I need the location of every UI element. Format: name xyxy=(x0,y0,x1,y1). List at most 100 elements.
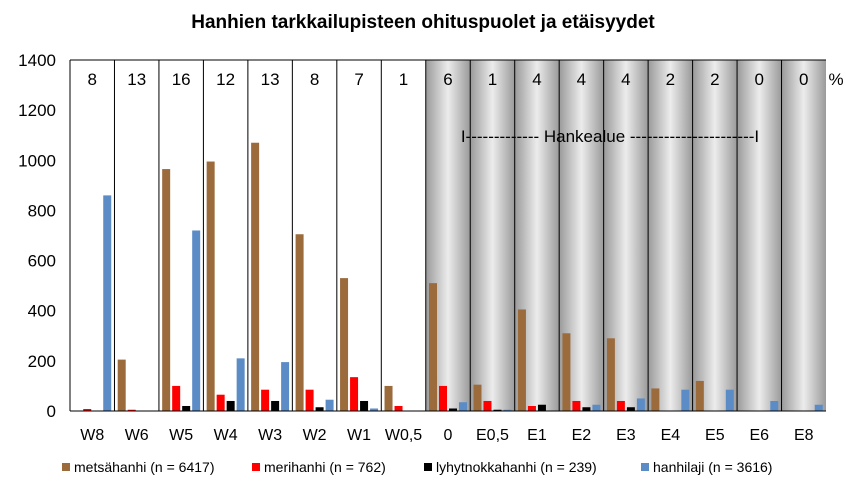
percentage-label: 6 xyxy=(443,70,452,89)
percentage-label: 13 xyxy=(127,70,146,89)
bar-E4-series-0 xyxy=(651,388,660,411)
x-tick-label: E2 xyxy=(572,427,592,444)
bar-W6-series-1 xyxy=(127,409,136,411)
percentage-label: 4 xyxy=(577,70,586,89)
bar-E2-series-0 xyxy=(562,333,571,411)
x-tick-label: E5 xyxy=(705,427,725,444)
x-tick-label: E0,5 xyxy=(476,427,509,444)
project-area-label: I------------- Hankealue ---------------… xyxy=(461,127,759,146)
legend-label-3: hanhilaji (n = 3616) xyxy=(653,459,772,475)
y-tick-label: 1400 xyxy=(18,51,56,70)
bar-W3-series-2 xyxy=(271,400,280,411)
bar-W5-series-1 xyxy=(172,385,181,411)
bar-W5-series-2 xyxy=(182,405,191,411)
legend-swatch-3 xyxy=(641,463,649,471)
legend-swatch-1 xyxy=(252,463,260,471)
project-area-shade xyxy=(737,60,782,411)
bar-W0,5-series-1 xyxy=(394,405,403,411)
x-tick-label: W8 xyxy=(80,427,104,444)
bar-E1-series-0 xyxy=(517,309,526,411)
bar-0-series-0 xyxy=(429,283,437,411)
project-area-shade xyxy=(781,60,826,411)
bar-E2-series-1 xyxy=(572,400,581,411)
bar-E2-series-3 xyxy=(592,404,601,411)
percentage-label: 4 xyxy=(621,70,630,89)
percentage-label: 13 xyxy=(261,70,280,89)
x-tick-label: E1 xyxy=(527,427,547,444)
bar-W4-series-0 xyxy=(206,161,215,411)
percentage-label: 7 xyxy=(354,70,363,89)
bar-W1-series-3 xyxy=(370,408,379,411)
x-tick-label: W4 xyxy=(214,427,238,444)
x-tick-label: E3 xyxy=(616,427,636,444)
legend-swatch-0 xyxy=(62,463,70,471)
x-tick-label: W5 xyxy=(169,427,193,444)
bar-W6-series-0 xyxy=(117,359,126,411)
legend-label-1: merihanhi (n = 762) xyxy=(264,459,386,475)
percentage-label: 0 xyxy=(755,70,764,89)
project-area-shade xyxy=(648,60,693,411)
percentage-label: 8 xyxy=(88,70,97,89)
bar-E2-series-2 xyxy=(582,407,591,411)
bar-W3-series-0 xyxy=(251,142,260,411)
y-tick-label: 1200 xyxy=(18,101,56,120)
bar-W4-series-2 xyxy=(226,400,235,411)
x-tick-label: W2 xyxy=(303,427,327,444)
chart-title: Hanhien tarkkailupisteen ohituspuolet ja… xyxy=(191,12,655,33)
legend-label-2: lyhytnokkahanhi (n = 239) xyxy=(436,459,597,475)
percent-symbol: % xyxy=(828,70,843,89)
percentage-label: 12 xyxy=(216,70,235,89)
bar-E3-series-2 xyxy=(626,407,635,411)
bar-E0,5-series-3 xyxy=(503,409,512,411)
bar-W5-series-0 xyxy=(162,169,171,411)
x-tick-label: E4 xyxy=(661,427,681,444)
percentage-label: 2 xyxy=(710,70,719,89)
bar-W1-series-0 xyxy=(340,278,349,411)
bar-W2-series-2 xyxy=(315,407,324,411)
bar-W8-series-3 xyxy=(103,195,112,411)
legend-label-0: metsähanhi (n = 6417) xyxy=(74,459,214,475)
bar-E6-series-3 xyxy=(770,400,779,411)
bar-E1-series-2 xyxy=(537,404,546,411)
bar-W4-series-3 xyxy=(236,358,245,411)
bar-W3-series-3 xyxy=(281,362,290,411)
x-tick-label: W1 xyxy=(347,427,371,444)
bar-0-series-3 xyxy=(459,402,467,411)
y-tick-label: 200 xyxy=(28,352,56,371)
percentage-label: 1 xyxy=(488,70,497,89)
percentage-label: 2 xyxy=(666,70,675,89)
bar-W3-series-1 xyxy=(261,389,270,411)
bar-E5-series-0 xyxy=(695,380,704,411)
percentage-label: 16 xyxy=(172,70,191,89)
bar-W0,5-series-0 xyxy=(384,385,393,411)
bar-W2-series-1 xyxy=(305,389,314,411)
bar-W2-series-0 xyxy=(295,234,304,411)
y-tick-label: 600 xyxy=(28,252,56,271)
y-tick-label: 0 xyxy=(47,402,56,421)
legend-swatch-2 xyxy=(424,463,432,471)
x-tick-label: 0 xyxy=(444,427,453,444)
percentage-label: 4 xyxy=(532,70,541,89)
percentage-label: 1 xyxy=(399,70,408,89)
x-tick-label: W3 xyxy=(258,427,282,444)
y-tick-label: 400 xyxy=(28,302,56,321)
bar-W8-series-1 xyxy=(83,408,92,411)
bar-E0,5-series-1 xyxy=(483,400,492,411)
bar-E0,5-series-0 xyxy=(473,384,482,411)
project-area-shade xyxy=(470,60,515,411)
bar-E5-series-3 xyxy=(725,389,734,411)
bar-E0,5-series-2 xyxy=(493,409,502,411)
percentage-label: 0 xyxy=(799,70,808,89)
x-tick-label: E6 xyxy=(750,427,770,444)
bar-E3-series-1 xyxy=(616,400,625,411)
y-tick-label: 1000 xyxy=(18,151,56,170)
bar-W5-series-3 xyxy=(192,230,201,411)
bar-E8-series-3 xyxy=(814,404,823,411)
x-tick-label: W0,5 xyxy=(385,427,422,444)
percentage-label: 8 xyxy=(310,70,319,89)
bar-0-series-1 xyxy=(439,385,447,411)
bar-W1-series-2 xyxy=(360,400,369,411)
bar-W4-series-1 xyxy=(216,394,225,411)
